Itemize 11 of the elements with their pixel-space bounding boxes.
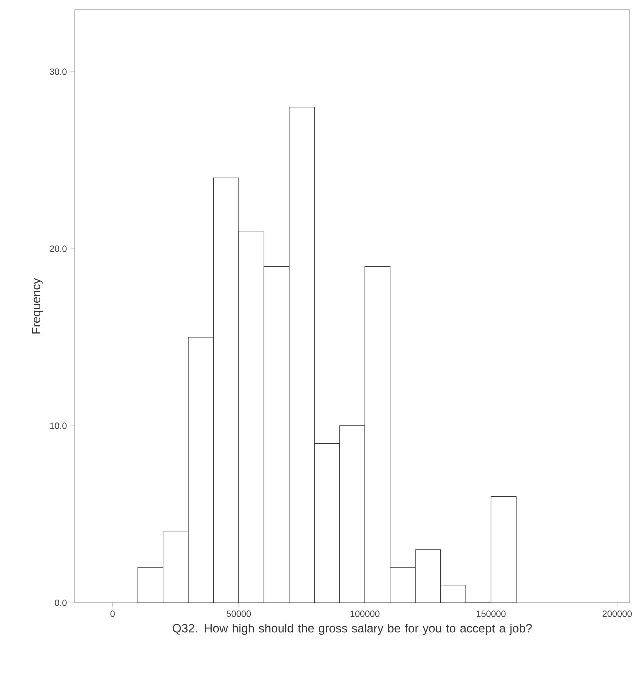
x-tick-label: 150000 (476, 610, 506, 618)
y-tick-label: 10.0 (50, 422, 67, 430)
y-axis-title: Frequency (32, 278, 43, 334)
x-axis-title: Q32. How high should the gross salary be for you to accept a job? (172, 624, 532, 636)
x-tick-label: 50000 (226, 610, 252, 618)
y-tick-label: 0.0 (55, 600, 67, 606)
y-tick-label: 20.0 (50, 246, 67, 252)
x-tick-label: 100000 (350, 610, 380, 618)
x-tick-label: 0 (110, 610, 115, 618)
x-tick-label: 200000 (602, 610, 632, 618)
y-tick-label: 30.0 (50, 68, 67, 76)
